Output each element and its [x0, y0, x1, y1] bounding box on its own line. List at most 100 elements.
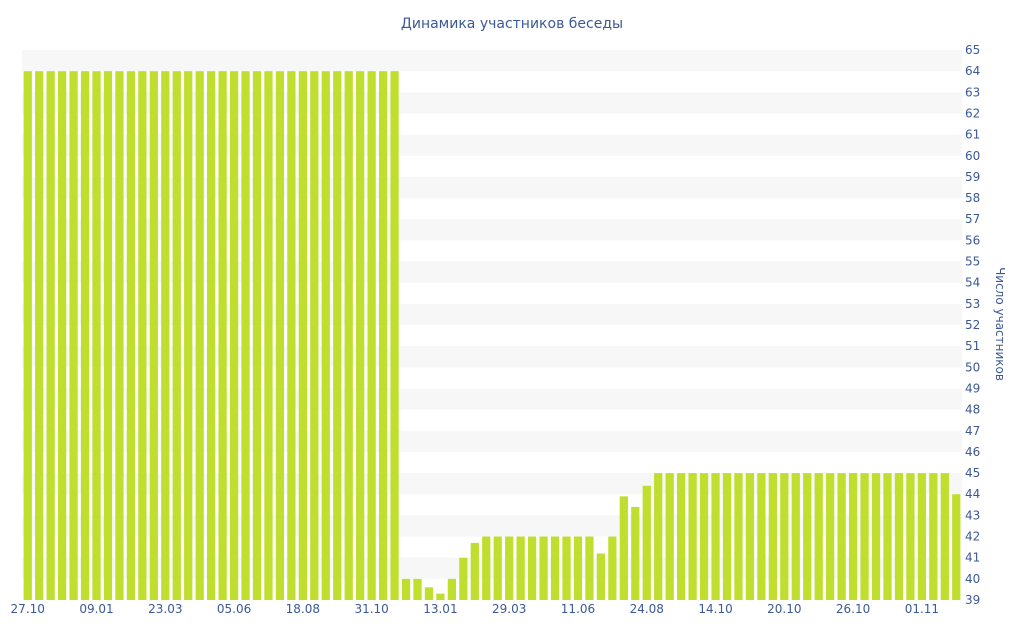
y-tick-label: 56: [965, 233, 980, 247]
y-tick-label: 63: [965, 85, 980, 99]
y-tick-label: 39: [965, 593, 980, 607]
x-tick-label: 31.10: [354, 602, 388, 616]
bar: [917, 473, 926, 600]
bar: [459, 557, 468, 600]
bar: [367, 71, 376, 600]
x-tick-label: 29.03: [492, 602, 526, 616]
bar: [23, 71, 32, 600]
y-tick-label: 54: [965, 276, 980, 290]
bar: [413, 578, 422, 600]
bar: [436, 593, 445, 600]
y-tick-label: 51: [965, 339, 980, 353]
bar: [550, 536, 560, 600]
bar: [126, 71, 136, 600]
bar: [952, 494, 961, 600]
bar: [310, 71, 319, 600]
bar: [344, 71, 353, 600]
bar: [699, 473, 709, 600]
bar: [803, 473, 812, 600]
x-tick-label: 09.01: [79, 602, 113, 616]
bar: [321, 71, 330, 600]
bar: [906, 473, 915, 600]
y-tick-label: 60: [965, 149, 980, 163]
x-tick-label: 26.10: [836, 602, 870, 616]
bar: [677, 473, 686, 600]
y-tick-label: 45: [965, 466, 980, 480]
bar: [138, 71, 147, 600]
bar: [161, 71, 170, 600]
bar: [482, 536, 491, 600]
y-tick-label: 44: [965, 487, 980, 501]
bar: [837, 473, 846, 600]
bar: [505, 536, 514, 600]
bar: [608, 536, 617, 600]
bar: [470, 542, 479, 600]
bar: [401, 578, 411, 600]
bar: [493, 536, 502, 600]
bar: [539, 536, 548, 600]
bar: [929, 473, 938, 600]
y-tick-label: 48: [965, 403, 980, 417]
bar: [654, 473, 663, 600]
bar: [883, 473, 892, 600]
bar: [573, 536, 583, 600]
bar: [207, 71, 216, 600]
bar: [252, 71, 262, 600]
bar: [642, 485, 651, 600]
bar: [103, 71, 113, 600]
bar: [46, 71, 55, 600]
bar: [814, 473, 823, 600]
bar: [447, 578, 456, 600]
bar: [218, 71, 227, 600]
bar: [631, 506, 640, 600]
chart-title: Динамика участников беседы: [401, 16, 623, 32]
bar: [69, 71, 78, 600]
bar: [35, 71, 44, 600]
x-tick-label: 13.01: [423, 602, 457, 616]
bar: [298, 71, 307, 600]
x-tick-label: 24.08: [630, 602, 664, 616]
x-tick-label: 05.06: [217, 602, 251, 616]
x-tick-label: 20.10: [767, 602, 801, 616]
x-tick-label: 14.10: [698, 602, 732, 616]
x-tick-label: 01.11: [905, 602, 939, 616]
bar: [585, 536, 594, 600]
y-tick-label: 40: [965, 572, 980, 586]
bar: [115, 71, 124, 600]
bar: [722, 473, 732, 600]
bar: [241, 71, 250, 600]
y-axis-ticks: 39 40 41 42 43 44 45 46 47 48 49 50 51 52 53 54 55 56 57 58…: [965, 43, 980, 607]
y-tick-label: 59: [965, 170, 980, 184]
bar: [92, 71, 101, 600]
bar: [757, 473, 766, 600]
x-tick-label: 18.08: [286, 602, 320, 616]
y-tick-label: 61: [965, 128, 980, 142]
bar: [780, 473, 789, 600]
bar: [149, 71, 158, 600]
bar: [826, 473, 835, 600]
bar: [528, 536, 537, 600]
bar: [688, 473, 697, 600]
y-tick-label: 57: [965, 212, 980, 226]
bar: [424, 587, 434, 600]
y-tick-label: 65: [965, 43, 980, 57]
bar: [619, 496, 628, 600]
bar: [58, 71, 67, 600]
bar: [665, 473, 674, 600]
bar: [871, 473, 881, 600]
bar: [378, 71, 388, 600]
y-axis-label: Число участников: [993, 267, 1007, 381]
bar: [264, 71, 273, 600]
y-tick-label: 62: [965, 106, 980, 120]
bar: [287, 71, 296, 600]
y-tick-label: 49: [965, 381, 980, 395]
bar: [894, 473, 904, 600]
y-tick-label: 46: [965, 445, 980, 459]
bar: [80, 71, 90, 600]
bar: [275, 71, 285, 600]
bar: [390, 71, 399, 600]
grid-band: [22, 50, 962, 72]
bars: [23, 71, 961, 600]
